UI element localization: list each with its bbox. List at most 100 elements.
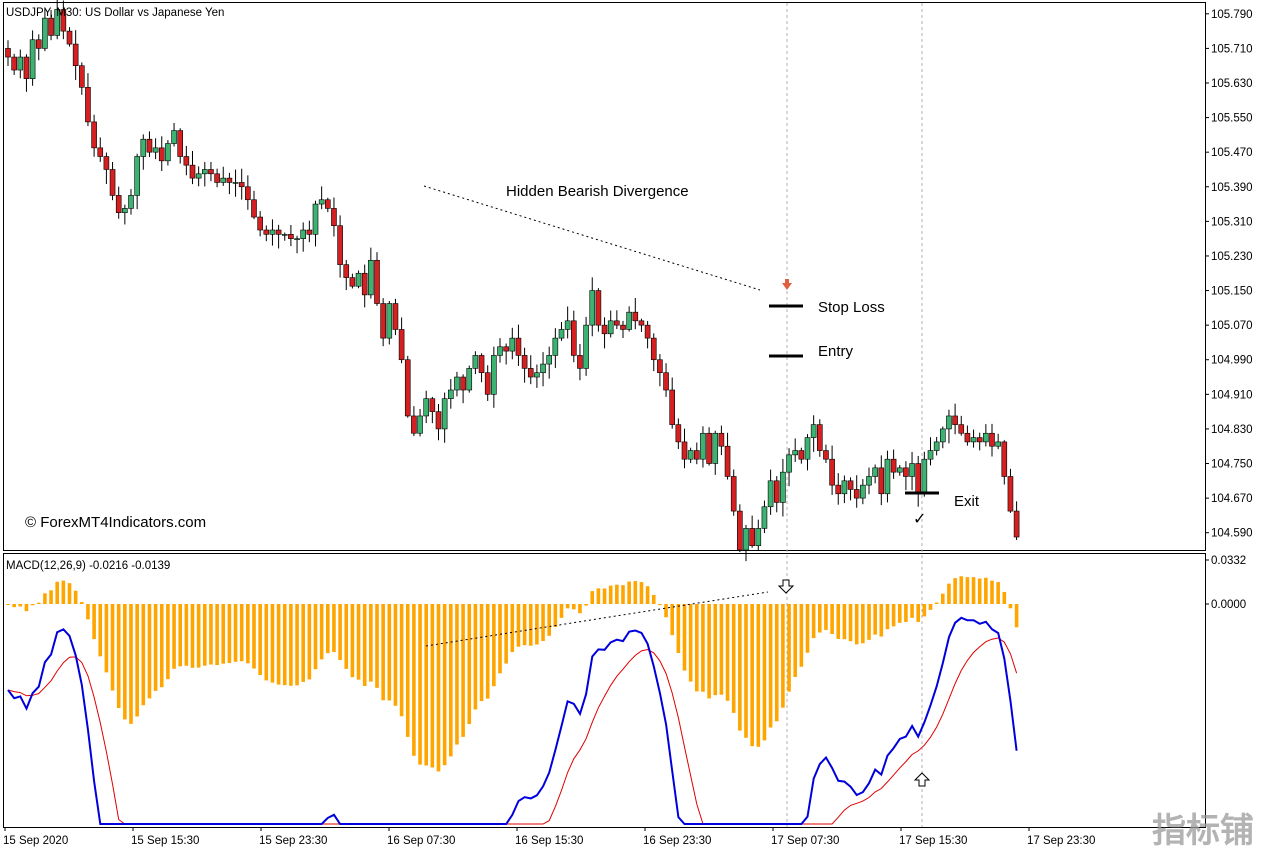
- price-tick-label: 104.990: [1211, 355, 1253, 367]
- histogram-bar: [190, 604, 195, 668]
- histogram-bar: [1014, 604, 1019, 628]
- candle-body: [171, 130, 177, 144]
- candle-body: [177, 130, 183, 157]
- histogram-bar: [184, 604, 189, 666]
- histogram-bar: [467, 604, 472, 725]
- histogram-bar: [209, 604, 213, 665]
- candle-body: [1007, 476, 1014, 512]
- candle-body: [349, 277, 356, 287]
- histogram-bar: [326, 604, 330, 654]
- histogram-bar: [153, 604, 158, 691]
- histogram-bar: [73, 590, 78, 604]
- histogram-bar: [282, 604, 287, 686]
- histogram-bar: [12, 604, 16, 608]
- candle-body: [435, 411, 442, 430]
- histogram-bar: [80, 602, 84, 604]
- price-tick-label: 105.070: [1211, 320, 1253, 332]
- histogram-bar: [30, 604, 35, 606]
- candle-body: [472, 355, 479, 369]
- candle-body: [976, 437, 983, 443]
- histogram-bar: [147, 604, 152, 699]
- histogram-bar: [670, 604, 674, 636]
- histogram-bar: [498, 604, 502, 674]
- histogram-bar: [405, 604, 410, 737]
- candle-body: [165, 143, 171, 162]
- candle-body: [527, 368, 534, 378]
- histogram-bar: [977, 578, 982, 604]
- candle-body: [417, 415, 423, 434]
- candle-body: [939, 428, 946, 443]
- candle-body: [97, 147, 104, 157]
- candle-body: [134, 156, 140, 196]
- candle-body: [730, 476, 737, 512]
- candle-body: [72, 43, 79, 66]
- time-axis: 15 Sep 2020 15 Sep 15:30 15 Sep 23:30 16 Se…: [3, 827, 1095, 847]
- up-arrow-icon: [913, 772, 931, 787]
- sell-arrow-icon: [782, 283, 792, 290]
- histogram-bar: [203, 604, 207, 666]
- macd-panel-frame: [3, 553, 1206, 828]
- candle-body: [626, 311, 632, 330]
- candle-body: [220, 177, 227, 183]
- histogram-bar: [6, 604, 10, 605]
- candle-body: [540, 363, 546, 374]
- candle-body: [429, 398, 436, 412]
- histogram-bar: [344, 604, 349, 669]
- macd-lines-layer: [7, 616, 1018, 825]
- histogram-bar: [682, 604, 687, 671]
- candle-body: [386, 303, 393, 339]
- histogram-bar: [818, 604, 822, 633]
- candle-body: [577, 355, 583, 369]
- histogram-bar: [787, 604, 791, 692]
- window-title: USDJPY, M30: US Dollar vs Japanese Yen: [6, 7, 224, 19]
- candle-body: [140, 138, 147, 157]
- histogram-bar: [793, 604, 797, 677]
- candle-body: [798, 450, 805, 460]
- histogram-bar: [246, 604, 250, 664]
- histogram-bar: [688, 604, 693, 682]
- histogram-bar: [602, 588, 607, 604]
- time-tick-label: 15 Sep 2020: [3, 835, 68, 847]
- candle-body: [607, 320, 614, 335]
- histogram-bar: [86, 604, 90, 620]
- candle-body: [755, 528, 762, 546]
- candle-body: [103, 156, 110, 170]
- histogram-bar: [725, 604, 730, 701]
- candle-layer: [5, 0, 1020, 562]
- candle-body: [48, 17, 54, 36]
- histogram-bar: [393, 604, 398, 706]
- candle-body: [11, 56, 17, 71]
- histogram-bar: [695, 604, 699, 692]
- candle-body: [35, 39, 42, 49]
- histogram-bar: [762, 604, 767, 741]
- histogram-bar: [947, 583, 951, 604]
- histogram-bar: [436, 604, 441, 772]
- candle-body: [509, 337, 516, 352]
- price-tick-label: 105.470: [1211, 147, 1253, 159]
- histogram-bar: [424, 604, 428, 766]
- candle-body: [700, 432, 706, 460]
- histogram-bar: [18, 604, 23, 607]
- candle-body: [226, 177, 233, 183]
- candle-body: [281, 234, 288, 236]
- candle-body: [693, 450, 700, 460]
- histogram-bar: [713, 604, 718, 696]
- histogram-bar: [479, 604, 484, 702]
- candle-body: [263, 229, 270, 235]
- candle-body: [552, 337, 559, 356]
- histogram-bar: [350, 604, 355, 678]
- histogram-bar: [135, 604, 139, 717]
- candle-body: [927, 450, 934, 460]
- sell-arrow-stem: [785, 279, 789, 284]
- candle-body: [878, 467, 885, 495]
- histogram-bar: [916, 604, 920, 622]
- price-tick-label: 105.630: [1211, 78, 1253, 90]
- histogram-bar: [627, 581, 631, 604]
- histogram-bar: [473, 604, 478, 710]
- histogram-bar: [578, 604, 582, 614]
- candle-body: [152, 147, 159, 153]
- candle-body: [823, 450, 829, 460]
- candle-body: [675, 424, 682, 443]
- candle-body: [195, 173, 202, 179]
- candle-body: [189, 164, 196, 179]
